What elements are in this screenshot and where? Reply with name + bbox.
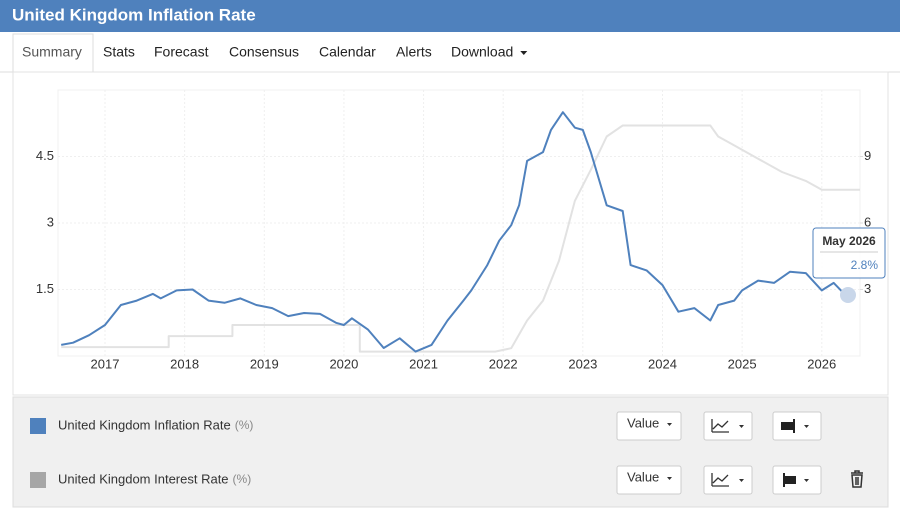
tooltip-date: May 2026 (822, 234, 876, 248)
header-bar (0, 0, 900, 32)
tab[interactable]: Forecast (154, 44, 209, 60)
y2-tick-label: 6 (864, 214, 871, 229)
dropdown-caret (667, 423, 672, 426)
x-tick-label: 2022 (489, 356, 518, 371)
tab-active (12, 33, 94, 74)
x-tick-label: 2020 (329, 356, 358, 371)
legend-panel (12, 396, 889, 508)
x-tick-label: 2017 (91, 356, 120, 371)
axis-icon (781, 419, 795, 433)
x-tick-label: 2023 (568, 356, 597, 371)
tooltip-box (812, 227, 886, 279)
y-tick-label: 1.5 (36, 281, 54, 296)
legend: United Kingdom Inflation Rate (%) Value Uni… (30, 411, 863, 495)
legend-swatch (30, 472, 46, 488)
tab[interactable]: Download (451, 44, 513, 60)
plot: 2017 2018 2019 2020 2021 2022 2023 2024 2025 2026… (36, 89, 871, 371)
y-tick-label: 3 (47, 214, 54, 229)
tooltip-value: 2.8% (851, 258, 879, 272)
axis-icon (783, 473, 796, 487)
tab[interactable]: Alerts (396, 44, 432, 60)
tab[interactable]: Calendar (319, 44, 376, 60)
series-line (61, 124, 860, 353)
y-tick-label: 4.5 (36, 148, 54, 163)
tabs: Summary Stats Forecast Consensus Calendar Ale… (0, 33, 900, 74)
header-title: United Kingdom Inflation Rate (12, 5, 256, 24)
value-button-label[interactable]: Value (627, 415, 659, 430)
x-tick-label: 2026 (807, 356, 836, 371)
line-icon (711, 473, 729, 487)
dropdown-caret (804, 479, 809, 482)
dropdown-caret (739, 479, 744, 482)
x-tick-label: 2025 (728, 356, 757, 371)
tab[interactable]: Summary (22, 44, 82, 60)
chart-type-button[interactable] (703, 465, 753, 495)
value-button[interactable] (616, 465, 682, 495)
dropdown-caret (667, 477, 672, 480)
legend-unit: (%) (233, 472, 252, 486)
legend-label: United Kingdom Interest Rate (58, 471, 229, 486)
tab[interactable]: Consensus (229, 44, 299, 60)
x-tick-label: 2021 (409, 356, 438, 371)
x-tick-label: 2019 (250, 356, 279, 371)
dropdown-caret (520, 51, 528, 55)
value-button[interactable] (616, 411, 682, 441)
legend-swatch (30, 418, 46, 434)
hover-dot (840, 287, 856, 303)
y2-tick-label: 3 (864, 281, 871, 296)
dropdown-caret (804, 425, 809, 428)
series-line (61, 111, 847, 353)
legend-label: United Kingdom Inflation Rate (58, 417, 231, 432)
value-button-label[interactable]: Value (627, 469, 659, 484)
y2-tick-label: 9 (864, 148, 871, 163)
x-tick-label: 2018 (170, 356, 199, 371)
line-icon (711, 419, 729, 433)
axis-button[interactable] (772, 411, 822, 441)
tab[interactable]: Stats (103, 44, 135, 60)
dropdown-caret (739, 425, 744, 428)
legend-unit: (%) (235, 418, 254, 432)
tooltip: May 2026 2.8% (812, 227, 886, 303)
axis-button[interactable] (772, 465, 822, 495)
chart-panel (12, 71, 889, 396)
delete-icon[interactable] (851, 470, 863, 488)
chart-type-button[interactable] (703, 411, 753, 441)
x-tick-label: 2024 (648, 356, 677, 371)
